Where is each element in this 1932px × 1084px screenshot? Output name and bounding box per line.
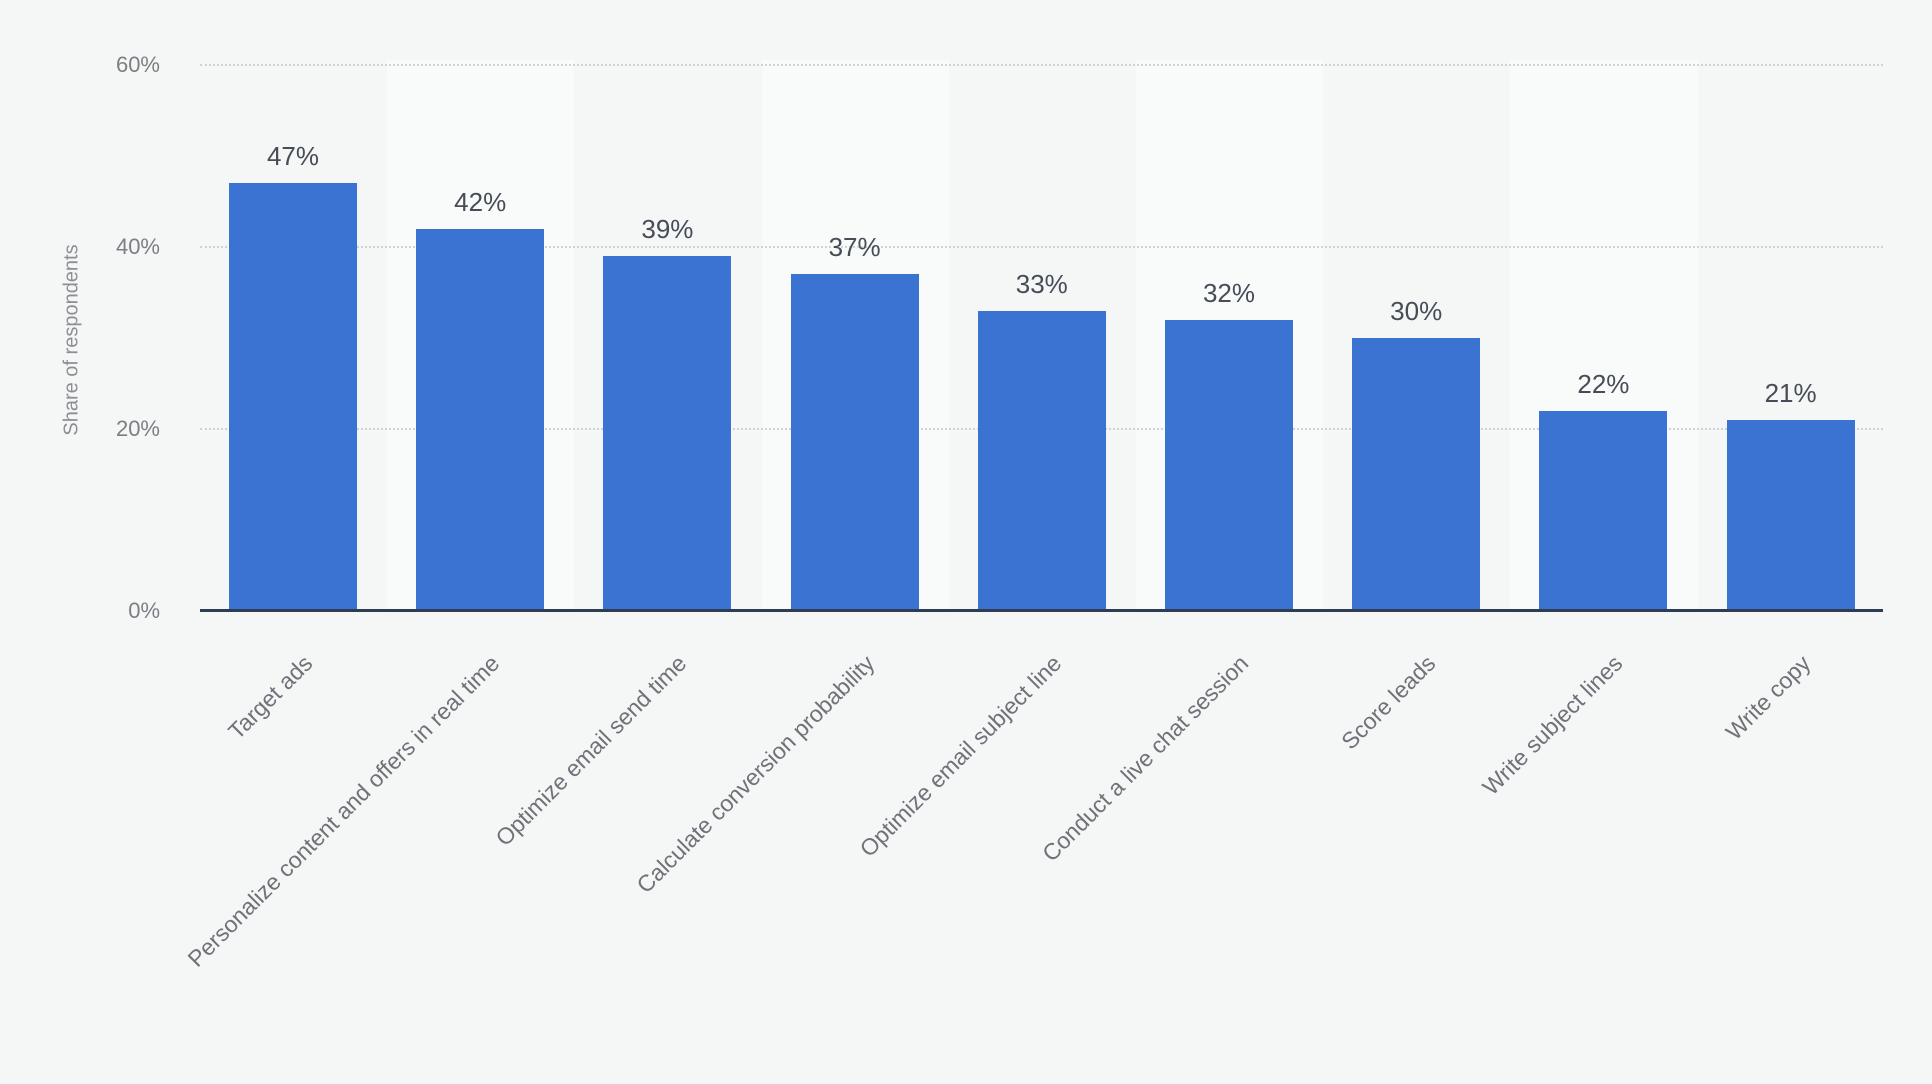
bar[interactable] [229, 183, 357, 611]
bar-value-label: 42% [454, 186, 507, 217]
bar-value-label: 47% [266, 141, 320, 172]
bar-value-label: 37% [828, 232, 881, 263]
gridline [200, 246, 1883, 248]
bar-value-label: 32% [1202, 277, 1256, 308]
x-tick-label: Personalize content and offers in real t… [182, 650, 505, 972]
y-axis-title: Share of respondents [60, 244, 83, 436]
bar[interactable] [1726, 419, 1855, 611]
bar[interactable] [1352, 338, 1481, 611]
y-tick-label: 20% [115, 416, 160, 441]
y-tick-label: 0% [128, 598, 160, 623]
gridline [200, 64, 1883, 66]
x-tick-label: Optimize email subject line [854, 650, 1067, 862]
x-axis-baseline [200, 609, 1883, 612]
bar[interactable] [603, 256, 732, 611]
x-tick-label: Write copy [1720, 650, 1815, 745]
bar[interactable] [790, 274, 919, 611]
y-tick-label: 60% [115, 52, 160, 77]
bar-value-label: 39% [641, 214, 694, 245]
bar[interactable] [416, 228, 545, 611]
x-tick-label: Score leads [1336, 650, 1441, 755]
bar[interactable] [1539, 410, 1668, 611]
y-tick-label: 40% [115, 234, 160, 259]
x-tick-label: Target ads [223, 650, 318, 745]
bar-value-label: 33% [1015, 268, 1068, 299]
bar-value-label: 22% [1577, 368, 1630, 399]
bar-value-label: 30% [1390, 296, 1443, 326]
x-tick-label: Write subject lines [1477, 650, 1628, 801]
bar[interactable] [1165, 319, 1293, 611]
x-tick-label: Optimize email send time [490, 650, 692, 851]
bar[interactable] [977, 310, 1106, 611]
x-tick-label: Conduct a live chat session [1037, 650, 1254, 867]
bar-value-label: 21% [1764, 377, 1817, 408]
